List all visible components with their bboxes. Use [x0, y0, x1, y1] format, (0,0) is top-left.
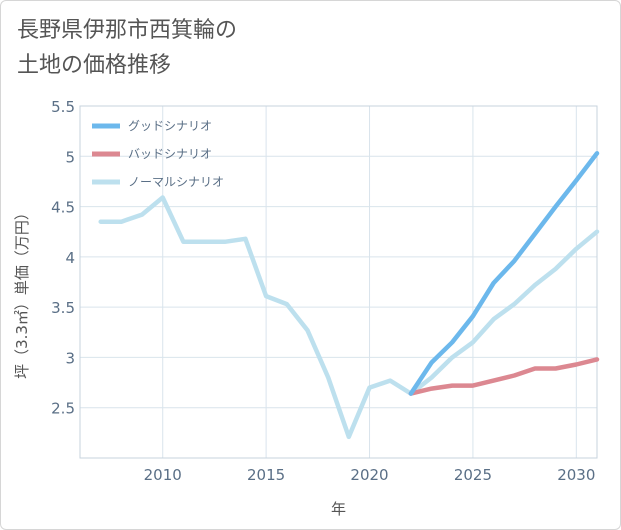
x-tick-label: 2015 — [247, 466, 285, 484]
x-tick-label: 2010 — [144, 466, 182, 484]
y-tick-label: 5 — [65, 148, 75, 166]
x-axis-title: 年 — [331, 500, 346, 518]
legend-label: バッドシナリオ — [128, 147, 212, 161]
y-tick-label: 3 — [65, 349, 75, 367]
y-tick-label: 4.5 — [51, 199, 75, 217]
chart-title: 長野県伊那市西箕輪の 土地の価格推移 — [17, 18, 238, 78]
y-tick-label: 3.5 — [51, 299, 75, 317]
series-line-1 — [408, 357, 600, 396]
plot-frame — [79, 105, 598, 459]
series-lines — [98, 151, 600, 440]
x-tick-labels: 2010 2015 2020 2025 2030 — [144, 466, 596, 484]
y-axis-title: 坪（3.3㎡）単価（万円） — [13, 205, 31, 379]
x-tick-label: 2025 — [454, 466, 492, 484]
series-line-0 — [408, 151, 600, 396]
legend-label: グッドシナリオ — [128, 119, 212, 133]
y-tick-label: 5.5 — [51, 98, 75, 116]
legend-label: ノーマルシナリオ — [128, 175, 224, 189]
series-line-2 — [98, 195, 600, 440]
x-tick-label: 2030 — [557, 466, 595, 484]
y-tick-label: 4 — [65, 249, 75, 267]
y-tick-label: 2.5 — [51, 400, 75, 418]
x-tick-label: 2020 — [350, 466, 388, 484]
y-tick-labels: 2.5 3 3.5 4 4.5 5 5.5 — [51, 98, 75, 418]
